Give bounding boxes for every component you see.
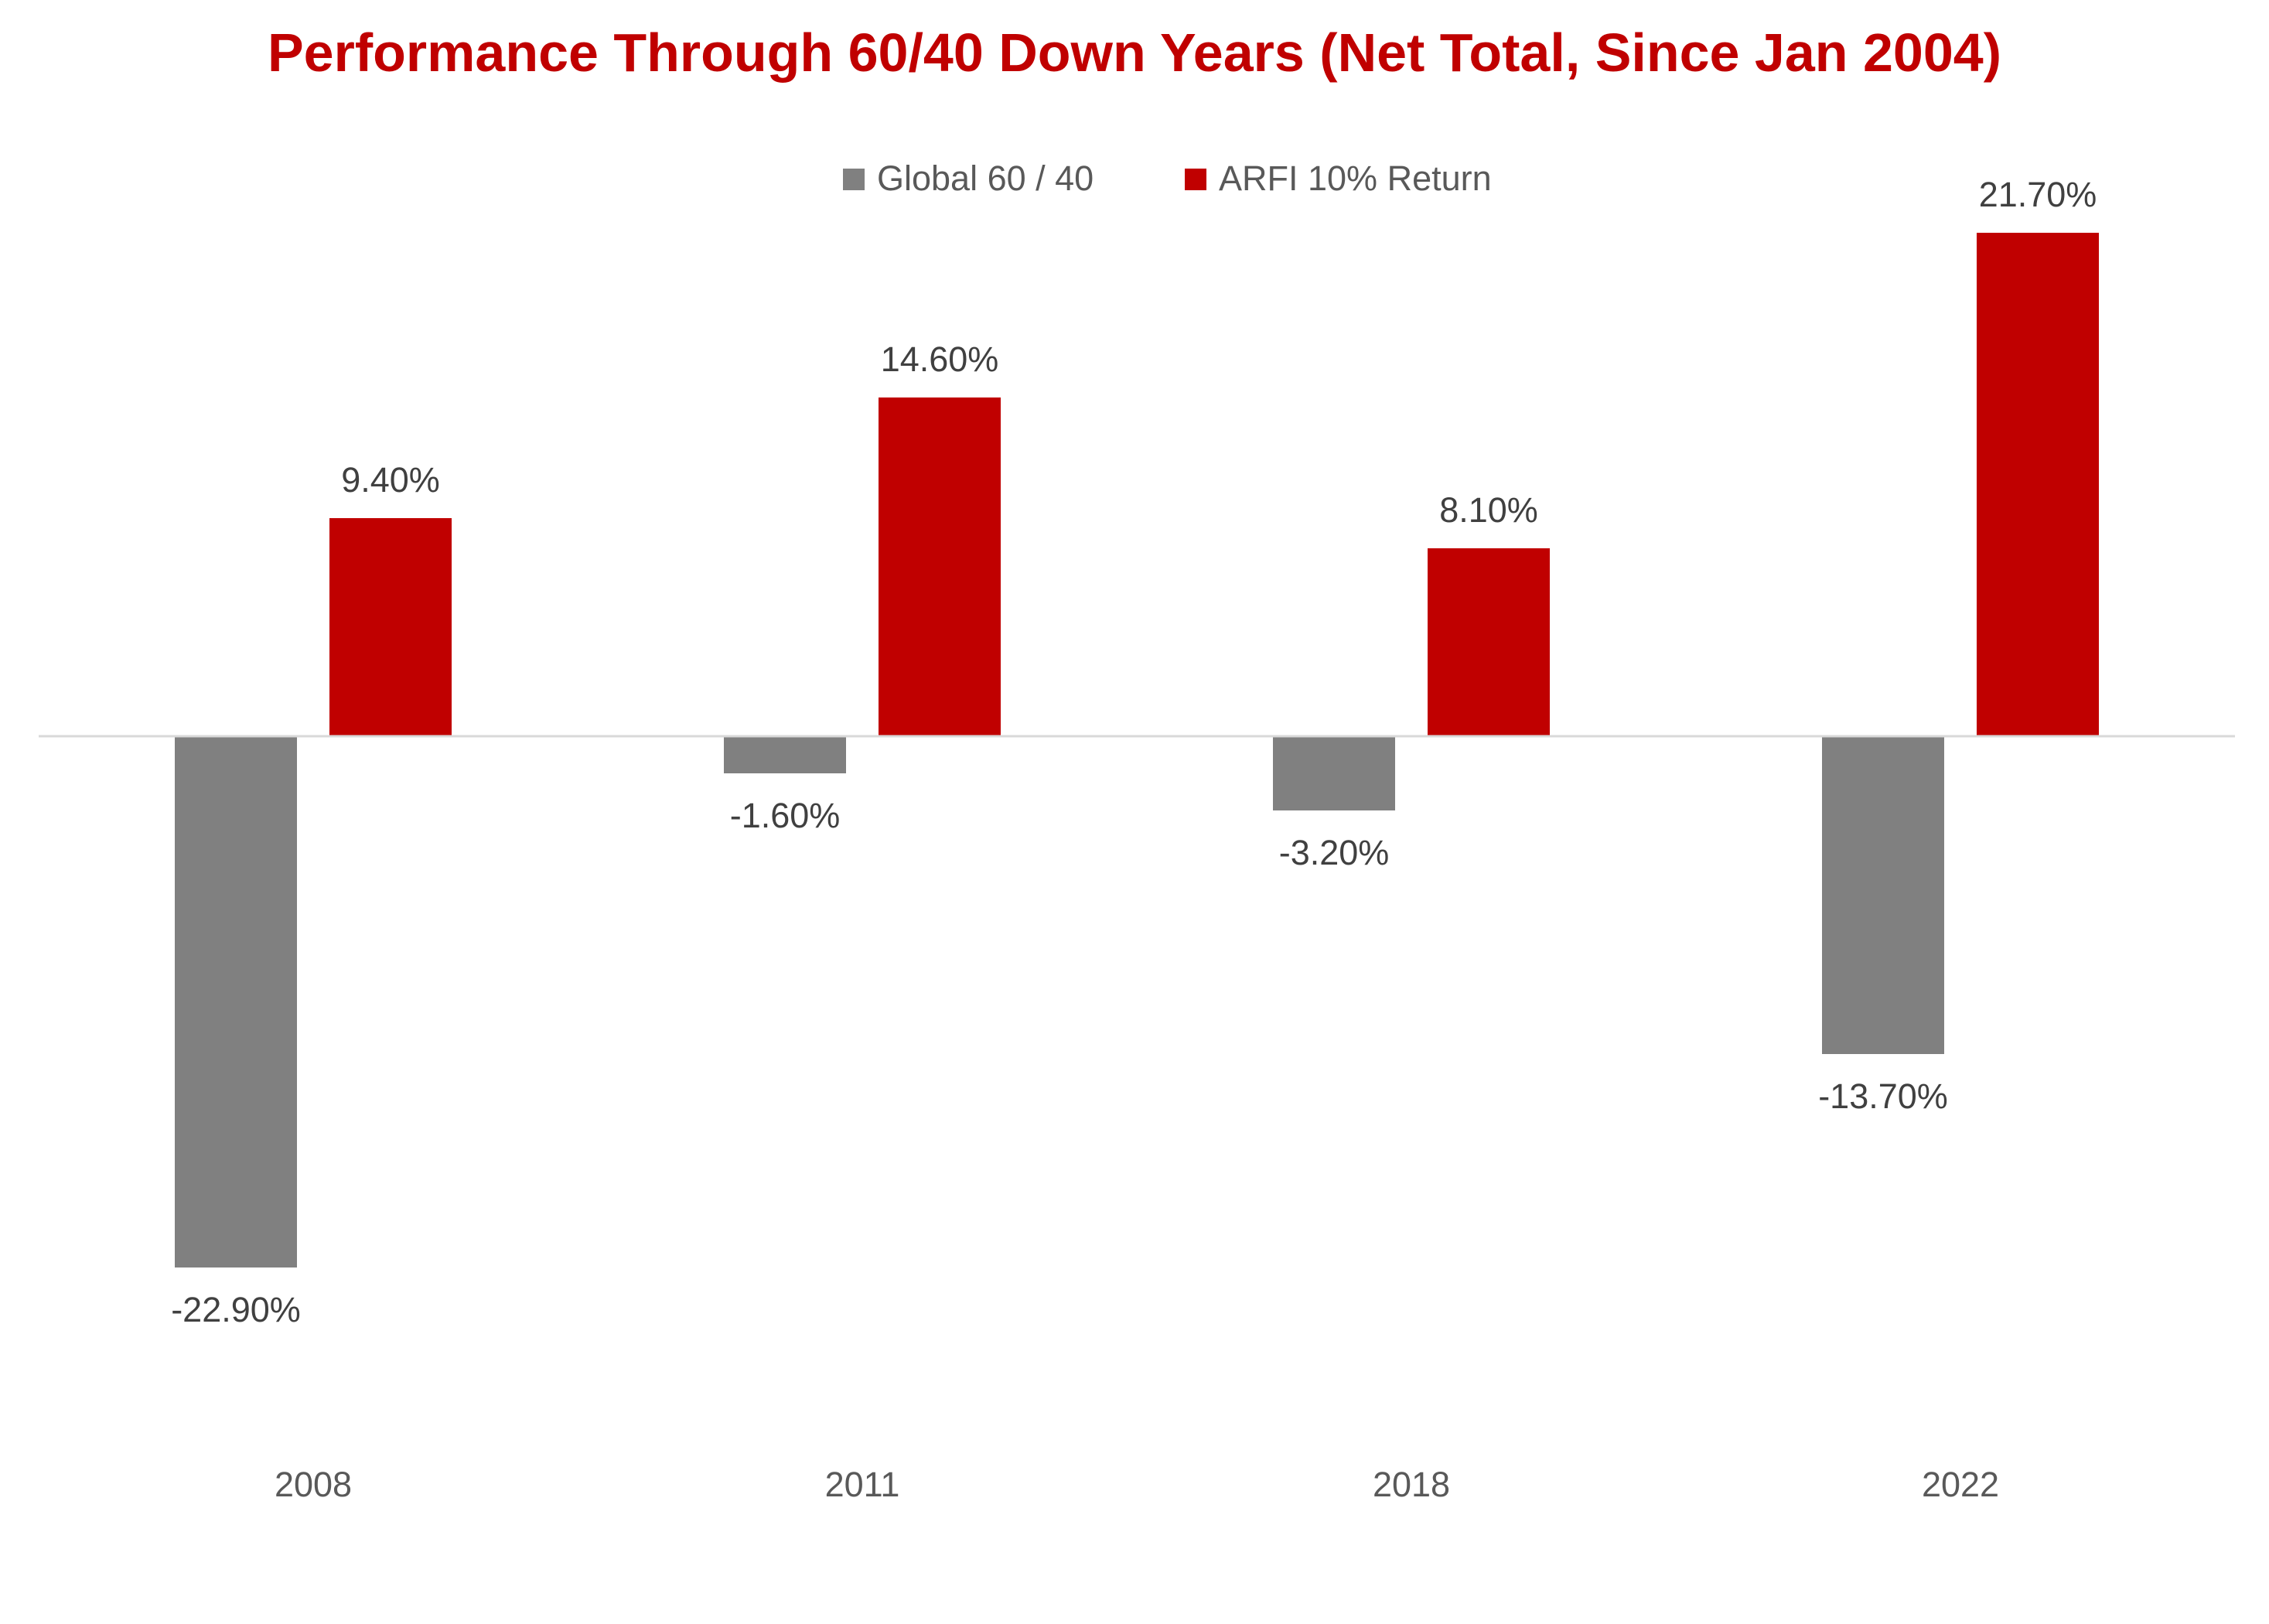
data-label-arfi-10-return-2022: 21.70% <box>1979 175 2097 214</box>
data-labels: -22.90% 9.40% -1.60% 14.60% -3.20% 8.10% -13.7… <box>171 175 2097 1329</box>
bar-arfi-10-return-2022 <box>1977 233 2099 736</box>
bar-global-60-40-2022 <box>1822 736 1944 1054</box>
bar-global-60-40-2008 <box>175 736 297 1267</box>
data-label-global-60-40-2011: -1.60% <box>730 796 841 835</box>
bar-arfi-10-return-2011 <box>879 397 1001 736</box>
bar-arfi-10-return-2018 <box>1428 548 1550 736</box>
data-label-arfi-10-return-2011: 14.60% <box>881 339 999 379</box>
data-label-global-60-40-2022: -13.70% <box>1818 1076 1948 1116</box>
x-tick-label-2022: 2022 <box>1922 1465 1999 1504</box>
data-label-arfi-10-return-2008: 9.40% <box>341 460 440 500</box>
data-label-global-60-40-2018: -3.20% <box>1279 833 1390 872</box>
bars <box>175 233 2099 1267</box>
chart-title: Performance Through 60/40 Down Years (Ne… <box>268 22 2001 83</box>
legend: Global 60 / 40 ARFI 10% Return <box>843 159 1492 198</box>
bar-arfi-10-return-2008 <box>329 518 452 736</box>
x-tick-label-2008: 2008 <box>275 1465 352 1504</box>
legend-swatch-arfi-10-return <box>1185 169 1206 190</box>
legend-label-arfi-10-return: ARFI 10% Return <box>1219 159 1492 198</box>
x-tick-label-2018: 2018 <box>1373 1465 1450 1504</box>
legend-swatch-global-60-40 <box>843 169 865 190</box>
bar-global-60-40-2011 <box>724 736 846 773</box>
x-tick-label-2011: 2011 <box>825 1465 900 1504</box>
data-label-global-60-40-2008: -22.90% <box>171 1290 301 1329</box>
bar-global-60-40-2018 <box>1273 736 1395 810</box>
legend-label-global-60-40: Global 60 / 40 <box>877 159 1094 198</box>
x-axis-ticks: 2008 2011 2018 2022 <box>275 1465 1999 1504</box>
data-label-arfi-10-return-2018: 8.10% <box>1439 490 1538 530</box>
